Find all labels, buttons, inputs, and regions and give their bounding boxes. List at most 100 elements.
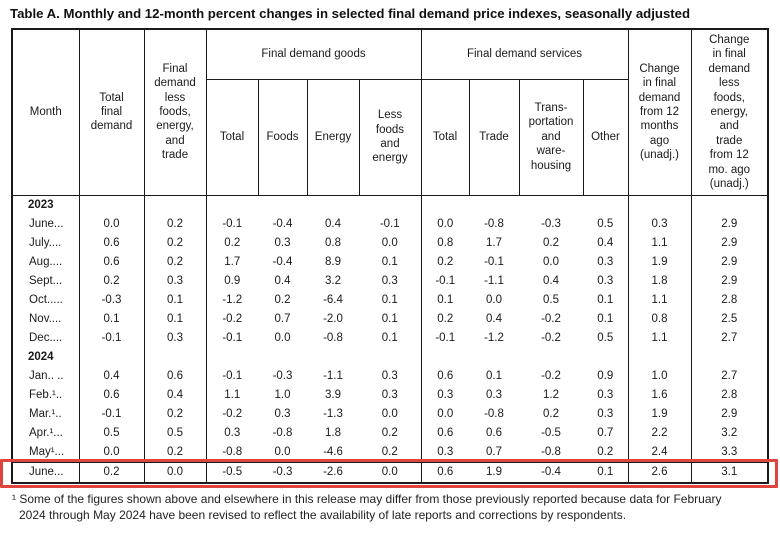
value-cell xyxy=(144,195,207,215)
value-cell: -0.8 xyxy=(541,445,561,458)
value-cell: -0.2 xyxy=(541,331,561,344)
table-row: Feb.¹.. 0.6 0.4 1.1 1.0 3.9 0.3 0.3 0.3 1.2 0.3 1.6… xyxy=(12,385,768,405)
value-cell: 0.1 xyxy=(359,290,422,310)
value-cell: -0.1 xyxy=(484,255,504,268)
month-label: Apr.¹... xyxy=(12,423,80,443)
group-header-final-demand-goods: Final demand goods xyxy=(205,28,422,80)
col-header-month: Month xyxy=(11,28,80,196)
value-cell: 0.1 xyxy=(583,309,629,329)
value-cell: 2.7 xyxy=(721,369,738,382)
col-header-change-less-fet-12mo: Change in final demand less foods, energ… xyxy=(690,28,769,196)
value-cell: -0.1 xyxy=(222,369,243,382)
value-cell: -2.0 xyxy=(323,312,343,325)
value-cell: -0.2 xyxy=(541,369,561,382)
value-cell: 0.3 xyxy=(274,407,291,420)
month-label: June... xyxy=(12,461,80,483)
value-cell xyxy=(583,347,629,367)
value-cell: 0.1 xyxy=(359,252,422,272)
month-label: Aug.... xyxy=(12,252,80,272)
value-cell: 0.2 xyxy=(437,312,454,325)
value-cell xyxy=(469,348,519,367)
value-cell: 0.2 xyxy=(274,293,291,306)
value-cell: 2.8 xyxy=(721,388,738,401)
value-cell: 0.1 xyxy=(359,309,422,329)
value-cell: -0.8 xyxy=(222,445,243,458)
value-cell: 0.2 xyxy=(543,236,559,249)
value-cell: -0.1 xyxy=(79,404,145,424)
value-cell xyxy=(691,195,768,215)
value-cell: 1.1 xyxy=(224,388,241,401)
value-cell: 2.9 xyxy=(721,255,738,268)
value-cell: 0.8 xyxy=(628,309,692,329)
value-cell: 0.0 xyxy=(437,217,454,230)
value-cell: -0.1 xyxy=(359,214,422,234)
table-row: Mar.¹.. -0.1 0.2 -0.2 0.3 -1.3 0.0 0.0 -0.8 0.2 0.… xyxy=(12,404,768,424)
value-cell: 0.7 xyxy=(274,312,291,325)
value-cell xyxy=(519,195,583,215)
col-header-services-total: Total xyxy=(420,78,470,196)
value-cell: 0.2 xyxy=(144,252,207,272)
value-cell: 0.2 xyxy=(79,271,145,291)
value-cell: 0.6 xyxy=(79,252,145,272)
value-cell xyxy=(258,195,307,215)
value-cell: 0.0 xyxy=(359,404,422,424)
footnote: ¹ Some of the figures shown above and el… xyxy=(12,492,722,522)
value-cell: 1.8 xyxy=(628,271,692,291)
value-cell xyxy=(307,348,359,367)
value-cell xyxy=(583,195,629,215)
table-row: Nov.... 0.1 0.1 -0.2 0.7 -2.0 0.1 0.2 0.4 -0.2 0.1… xyxy=(12,309,768,329)
value-cell: 8.9 xyxy=(325,255,341,268)
value-cell: 0.3 xyxy=(144,328,207,348)
value-cell: -0.2 xyxy=(541,312,561,325)
value-cell xyxy=(469,195,519,215)
value-cell: 0.1 xyxy=(79,309,145,329)
value-cell: 3.2 xyxy=(721,426,738,439)
value-cell: -0.3 xyxy=(79,290,145,310)
value-cell: 0.5 xyxy=(144,423,207,443)
value-cell: -0.4 xyxy=(272,255,293,268)
col-header-change-12-months: Change in final demand from 12 months ag… xyxy=(627,28,692,196)
value-cell: 0.3 xyxy=(144,271,207,291)
value-cell: 0.2 xyxy=(144,404,207,424)
value-cell: 2.4 xyxy=(628,442,692,462)
value-cell: 0.0 xyxy=(359,233,422,253)
value-cell: 1.1 xyxy=(628,328,692,348)
month-label: June... xyxy=(12,214,80,234)
value-cell: 0.1 xyxy=(144,309,207,329)
value-cell: 1.2 xyxy=(543,388,559,401)
value-cell: 2.5 xyxy=(721,312,738,325)
table-row: Aug.... 0.6 0.2 1.7 -0.4 8.9 0.1 0.2 -0.1 0.0 0.3 1… xyxy=(12,252,768,272)
value-cell xyxy=(144,347,207,367)
value-cell: -0.8 xyxy=(272,426,293,439)
value-cell: 1.1 xyxy=(628,233,692,253)
value-cell: -0.1 xyxy=(222,331,243,344)
value-cell: 0.3 xyxy=(437,388,454,401)
value-cell: -0.2 xyxy=(222,407,243,420)
month-label: Nov.... xyxy=(12,309,80,329)
value-cell: 3.2 xyxy=(325,274,341,287)
value-cell: 0.0 xyxy=(79,442,145,462)
table-row: Jan.. .. 0.4 0.6 -0.1 -0.3 -1.1 0.3 0.6 0.1 -0.2 0… xyxy=(12,366,768,386)
value-cell: 2.2 xyxy=(628,423,692,443)
value-cell xyxy=(79,195,145,215)
value-cell xyxy=(421,195,469,215)
value-cell xyxy=(206,348,258,367)
year-label: 2024 xyxy=(12,347,80,367)
value-cell: 2.9 xyxy=(721,274,738,287)
value-cell: 0.6 xyxy=(437,369,454,382)
value-cell: 3.9 xyxy=(325,388,341,401)
value-cell: 0.5 xyxy=(79,423,145,443)
value-cell: -1.2 xyxy=(222,293,243,306)
value-cell: 3.3 xyxy=(721,445,738,458)
year-row: 2024 xyxy=(12,347,768,367)
value-cell: 0.2 xyxy=(437,255,454,268)
value-cell: 0.2 xyxy=(359,442,422,462)
month-label: July.... xyxy=(12,233,80,253)
value-cell: 0.3 xyxy=(224,426,241,439)
value-cell: 0.9 xyxy=(224,274,241,287)
value-cell: 3.1 xyxy=(691,461,768,483)
value-cell: 0.4 xyxy=(486,312,502,325)
value-cell: 0.2 xyxy=(583,442,629,462)
value-cell: -1.3 xyxy=(323,407,343,420)
